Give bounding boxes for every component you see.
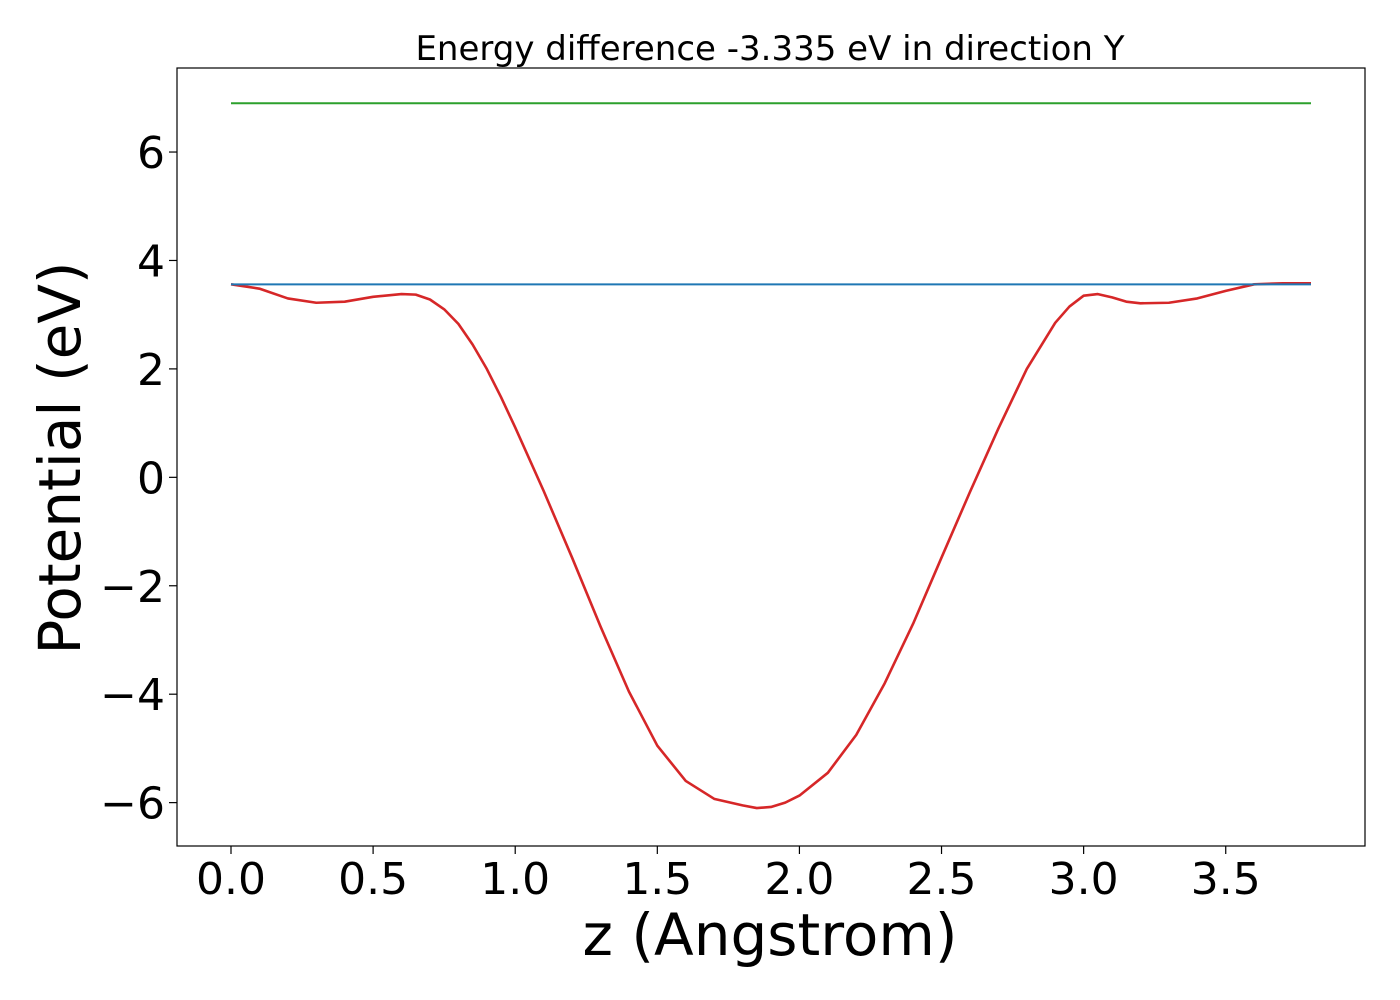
y-tick-label: 0 [137,453,165,504]
series-layer [230,102,1311,810]
x-tick-label: 3.0 [1049,854,1119,905]
x-axis-ticks: 0.0 0.5 1.0 1.5 2.0 2.5 3.0 3.5 [196,846,1261,905]
y-tick-label: −6 [100,779,165,830]
x-axis-label: z (Angstrom) [583,901,958,969]
series-line-0 [230,281,1311,810]
y-tick-label: −4 [100,670,165,721]
y-tick-label: −2 [100,562,165,613]
y-axis-ticks: −6 −4 −2 0 2 4 6 [100,128,177,830]
plot-area-frame [176,67,1366,847]
x-tick-label: 2.5 [907,854,977,905]
chart-title: Energy difference -3.335 eV in direction… [415,29,1124,69]
x-tick-label: 1.5 [622,854,692,905]
x-tick-label: 2.0 [764,854,834,905]
y-tick-label: 2 [137,345,165,396]
x-tick-label: 0.0 [196,854,266,905]
x-tick-label: 0.5 [338,854,408,905]
y-tick-label: 6 [137,128,165,179]
x-tick-label: 1.0 [480,854,550,905]
y-tick-label: 4 [137,236,165,287]
x-tick-label: 3.5 [1191,854,1261,905]
y-axis-label: Potential (eV) [26,261,94,654]
